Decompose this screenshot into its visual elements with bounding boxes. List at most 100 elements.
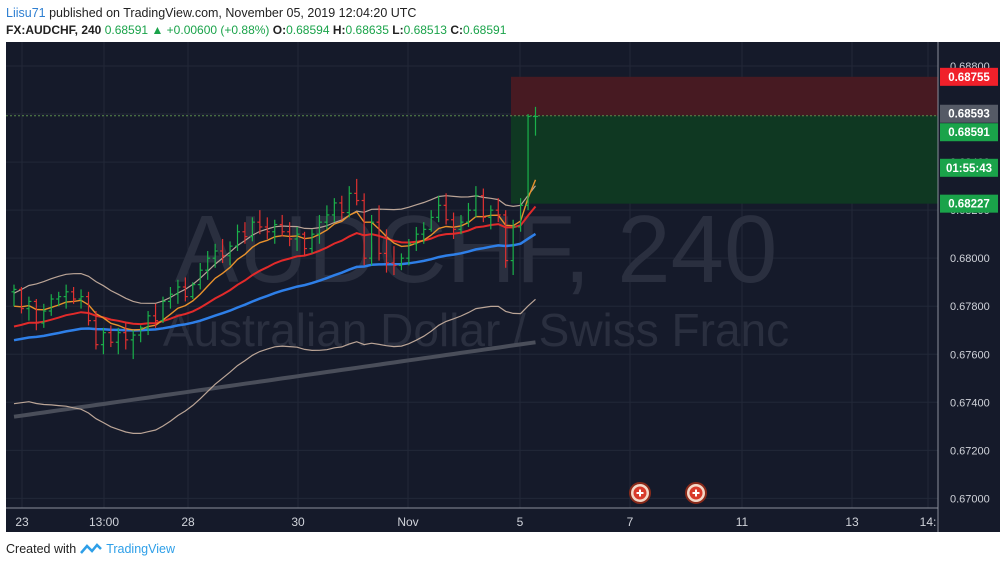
- ohlc-bar[interactable]: [533, 106, 538, 136]
- y-tick-label: 0.67800: [950, 301, 990, 313]
- x-tick-label: 28: [181, 515, 195, 529]
- ohlc-bar[interactable]: [503, 210, 509, 268]
- ohlc-bar[interactable]: [197, 262, 203, 290]
- ohlc-bar[interactable]: [78, 289, 84, 309]
- event-marker-icon[interactable]: [629, 482, 651, 504]
- ohlc-bar[interactable]: [391, 246, 397, 275]
- tradingview-brand[interactable]: TradingView: [106, 542, 175, 556]
- ohlc-bar[interactable]: [264, 217, 270, 239]
- ohlc-bar[interactable]: [465, 202, 471, 227]
- ohlc-bar[interactable]: [71, 287, 77, 304]
- ohlc-bar[interactable]: [458, 214, 464, 235]
- ohlc-bar[interactable]: [182, 277, 188, 302]
- ohlc-bar[interactable]: [428, 210, 434, 232]
- ohlc-bar[interactable]: [153, 303, 159, 328]
- ohlc-bar[interactable]: [145, 311, 151, 336]
- low-value: 0.68513: [403, 23, 447, 37]
- stop-loss-zone[interactable]: [511, 76, 938, 116]
- ohlc-bar[interactable]: [287, 222, 293, 247]
- ohlc-bar[interactable]: [361, 193, 367, 266]
- ohlc-bar[interactable]: [18, 287, 24, 314]
- author-link[interactable]: Liisu71: [6, 6, 46, 20]
- ohlc-bar[interactable]: [473, 186, 479, 218]
- ohlc-bar[interactable]: [220, 238, 226, 263]
- ohlc-bar[interactable]: [331, 198, 337, 223]
- ohlc-bar[interactable]: [272, 219, 278, 244]
- ohlc-bar[interactable]: [413, 226, 419, 251]
- ohlc-bar[interactable]: [123, 323, 129, 350]
- ohlc-bar[interactable]: [302, 231, 308, 256]
- position-zones[interactable]: [6, 76, 938, 204]
- candles-group[interactable]: [11, 106, 539, 360]
- time-axis[interactable]: 23 13:00 28 30 Nov 5 7 11 13 14:: [6, 507, 938, 529]
- ohlc-bar[interactable]: [93, 311, 99, 350]
- ohlc-bar[interactable]: [488, 205, 494, 230]
- ohlc-bar[interactable]: [510, 219, 516, 275]
- ohlc-bar[interactable]: [63, 284, 69, 309]
- ohlc-bar[interactable]: [339, 195, 345, 220]
- ohlc-bar[interactable]: [190, 282, 196, 300]
- ohlc-bar[interactable]: [227, 241, 233, 266]
- ohlc-bar[interactable]: [451, 212, 457, 239]
- ohlc-bar[interactable]: [108, 325, 114, 348]
- indicator-lines: [13, 179, 537, 434]
- ohlc-bar[interactable]: [316, 214, 322, 244]
- ohlc-bar[interactable]: [26, 296, 32, 321]
- chart-area[interactable]: AUDCHF, 240 Australian Dollar / Swiss Fr…: [6, 42, 1000, 532]
- price-label-text: 01:55:43: [946, 163, 992, 175]
- x-tick-label: 23: [15, 515, 29, 529]
- tradingview-logo-icon: [80, 543, 103, 554]
- ohlc-bar[interactable]: [235, 224, 240, 251]
- ohlc-bar[interactable]: [518, 198, 524, 232]
- ohlc-bar[interactable]: [384, 229, 389, 273]
- ohlc-bar[interactable]: [48, 294, 54, 316]
- ohlc-bar[interactable]: [100, 327, 106, 355]
- ohlc-bar[interactable]: [324, 205, 330, 230]
- ohlc-bar[interactable]: [398, 253, 404, 271]
- ohlc-bar[interactable]: [33, 299, 39, 331]
- ohlc-bar[interactable]: [11, 284, 17, 307]
- ohlc-bar[interactable]: [376, 205, 382, 261]
- close-value: 0.68591: [462, 23, 507, 37]
- price-labels: 0.68755 0.68593 0.68591 01:55:43 0.68227: [940, 67, 998, 213]
- ohlc-bar[interactable]: [242, 222, 248, 244]
- ohlc-bar[interactable]: [406, 238, 412, 266]
- up-arrow-icon: ▲: [151, 23, 164, 37]
- ohlc-bar[interactable]: [369, 214, 375, 266]
- ohlc-bar[interactable]: [257, 210, 263, 235]
- ohlc-bar[interactable]: [167, 287, 173, 309]
- price-chart[interactable]: AUDCHF, 240 Australian Dollar / Swiss Fr…: [6, 42, 1000, 532]
- price-label-box: [940, 194, 998, 213]
- ohlc-bar[interactable]: [309, 229, 315, 254]
- open-value: 0.68594: [286, 23, 330, 37]
- ohlc-bar[interactable]: [436, 195, 442, 223]
- ohlc-bar[interactable]: [480, 188, 486, 223]
- take-profit-zone[interactable]: [511, 115, 938, 204]
- ohlc-bar[interactable]: [115, 327, 121, 355]
- ohlc-bar[interactable]: [443, 193, 449, 225]
- ohlc-bar[interactable]: [495, 198, 501, 223]
- ohlc-bar[interactable]: [205, 250, 211, 280]
- event-marker-icon[interactable]: [685, 482, 707, 504]
- ohlc-bar[interactable]: [346, 186, 352, 218]
- ohlc-bar[interactable]: [212, 243, 218, 268]
- x-tick-label: 5: [517, 515, 524, 529]
- ohlc-bar[interactable]: [175, 279, 181, 304]
- watermark-name: Australian Dollar / Swiss Franc: [163, 304, 789, 356]
- ohlc-bar[interactable]: [138, 325, 144, 343]
- ohlc-bar[interactable]: [421, 222, 427, 244]
- events-group[interactable]: [629, 482, 707, 504]
- ohlc-bar[interactable]: [41, 303, 47, 328]
- price-label-text: 0.68755: [948, 72, 990, 84]
- ohlc-bar[interactable]: [130, 330, 136, 360]
- ohlc-bar[interactable]: [354, 178, 360, 206]
- ohlc-bar[interactable]: [525, 114, 531, 211]
- ohlc-bar[interactable]: [249, 217, 255, 242]
- ohlc-bar[interactable]: [86, 291, 91, 326]
- ohlc-bar[interactable]: [160, 296, 166, 324]
- ohlc-bar[interactable]: [56, 291, 62, 307]
- ohlc-bar[interactable]: [279, 214, 285, 237]
- x-tick-label: Nov: [397, 515, 418, 529]
- price-label-box: [940, 67, 998, 86]
- ohlc-bar[interactable]: [294, 226, 300, 251]
